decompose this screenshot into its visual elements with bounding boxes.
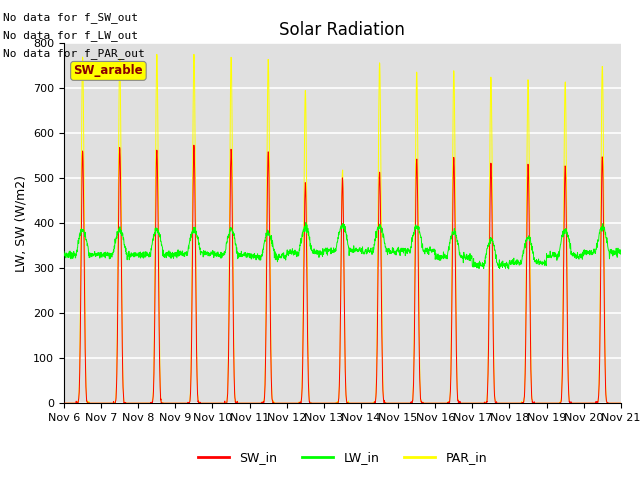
Text: No data for f_PAR_out: No data for f_PAR_out — [3, 48, 145, 60]
Title: Solar Radiation: Solar Radiation — [280, 21, 405, 39]
Y-axis label: LW, SW (W/m2): LW, SW (W/m2) — [15, 175, 28, 272]
Text: No data for f_LW_out: No data for f_LW_out — [3, 30, 138, 41]
Legend: SW_in, LW_in, PAR_in: SW_in, LW_in, PAR_in — [193, 446, 492, 469]
Text: No data for f_SW_out: No data for f_SW_out — [3, 12, 138, 23]
Text: SW_arable: SW_arable — [74, 64, 143, 77]
